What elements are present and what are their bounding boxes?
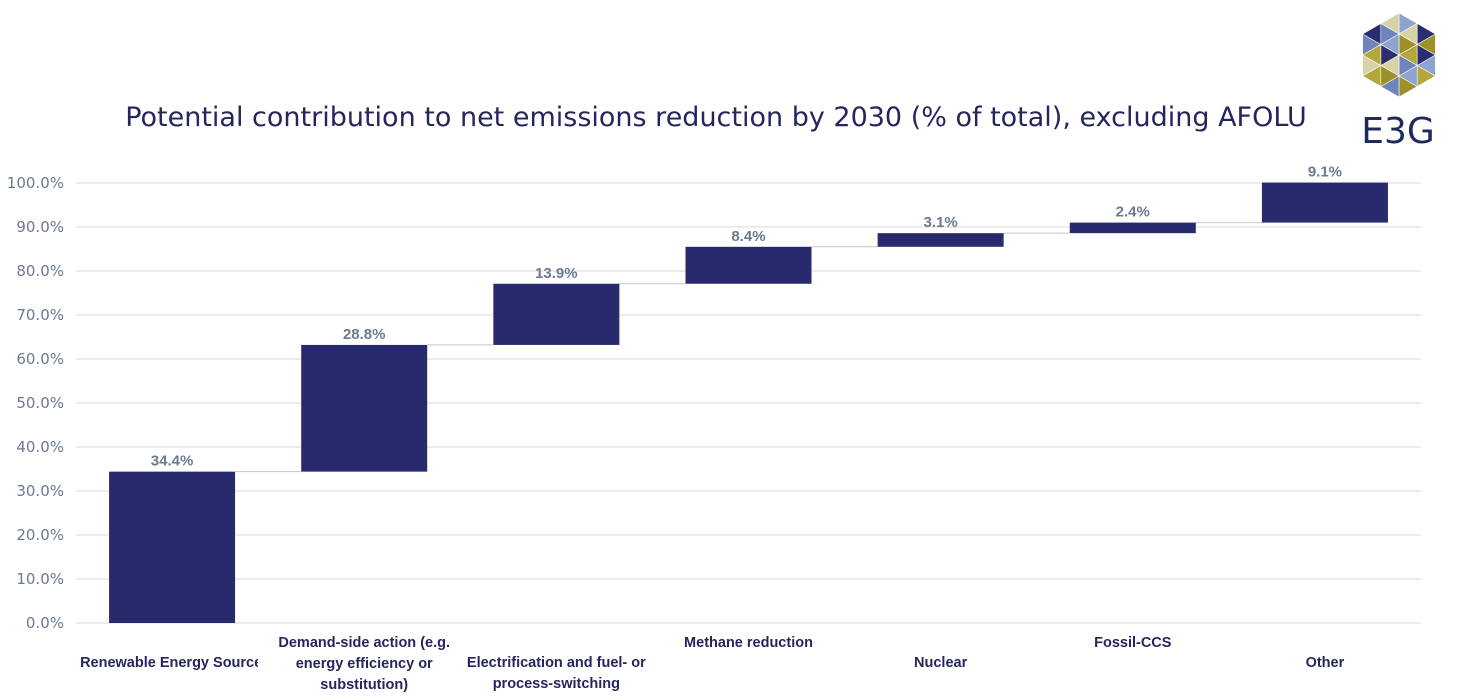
category-label: Other — [1305, 655, 1345, 671]
bar — [301, 344, 428, 472]
bar — [1069, 222, 1196, 234]
logo-triangle — [1398, 22, 1418, 46]
data-label: 9.1% — [1308, 164, 1342, 181]
bar — [109, 471, 236, 623]
chart-title: Potential contribution to net emissions … — [125, 102, 1307, 133]
logo-triangle — [1380, 22, 1400, 46]
logo-triangle — [1362, 43, 1382, 67]
y-tick-label: 20.0% — [16, 526, 64, 544]
data-label: 2.4% — [1116, 204, 1150, 221]
bar — [877, 233, 1004, 247]
logo-triangle — [1380, 64, 1400, 88]
y-tick-label: 90.0% — [16, 218, 64, 236]
y-tick-label: 0.0% — [26, 614, 64, 632]
category-label: Demand-side action (e.g. energy efficien… — [278, 635, 451, 693]
data-label: 8.4% — [731, 228, 765, 245]
data-label: 3.1% — [924, 214, 958, 231]
y-tick-label: 10.0% — [16, 570, 64, 588]
y-tick-label: 50.0% — [16, 394, 64, 412]
y-axis-ticks: 0.0% 10.0% 20.0% 30.0% 40.0% 50.0% 60.0% 70.0% 8… — [7, 174, 64, 632]
logo-triangle — [1416, 43, 1436, 67]
e3g-logo: E3G — [1361, 12, 1436, 152]
logo-hexagon-icon — [1362, 12, 1436, 98]
data-label: 13.9% — [535, 265, 578, 282]
y-tick-label: 100.0% — [7, 174, 64, 192]
y-tick-label: 30.0% — [16, 482, 64, 500]
y-tick-label: 70.0% — [16, 306, 64, 324]
bar — [493, 283, 620, 345]
category-label: Electrification and fuel- or process-swi… — [466, 655, 646, 692]
category-label: Methane reduction — [684, 635, 813, 651]
y-tick-label: 60.0% — [16, 350, 64, 368]
bar — [1261, 182, 1388, 223]
category-label: Nuclear — [914, 655, 968, 671]
bars — [109, 182, 1388, 623]
connector-lines — [235, 222, 1262, 473]
bar — [685, 246, 812, 284]
logo-triangle — [1398, 64, 1418, 88]
y-tick-label: 40.0% — [16, 438, 64, 456]
logo-text: E3G — [1361, 111, 1435, 152]
data-labels: 34.4% 28.8% 13.9% 8.4% 3.1% 2.4% 9.1% — [151, 164, 1342, 470]
data-label: 34.4% — [151, 453, 194, 470]
category-label: Fossil-CCS — [1094, 635, 1172, 651]
y-tick-label: 80.0% — [16, 262, 64, 280]
category-label: Renewable Energy Sources — [80, 655, 259, 671]
data-label: 28.8% — [343, 326, 386, 343]
